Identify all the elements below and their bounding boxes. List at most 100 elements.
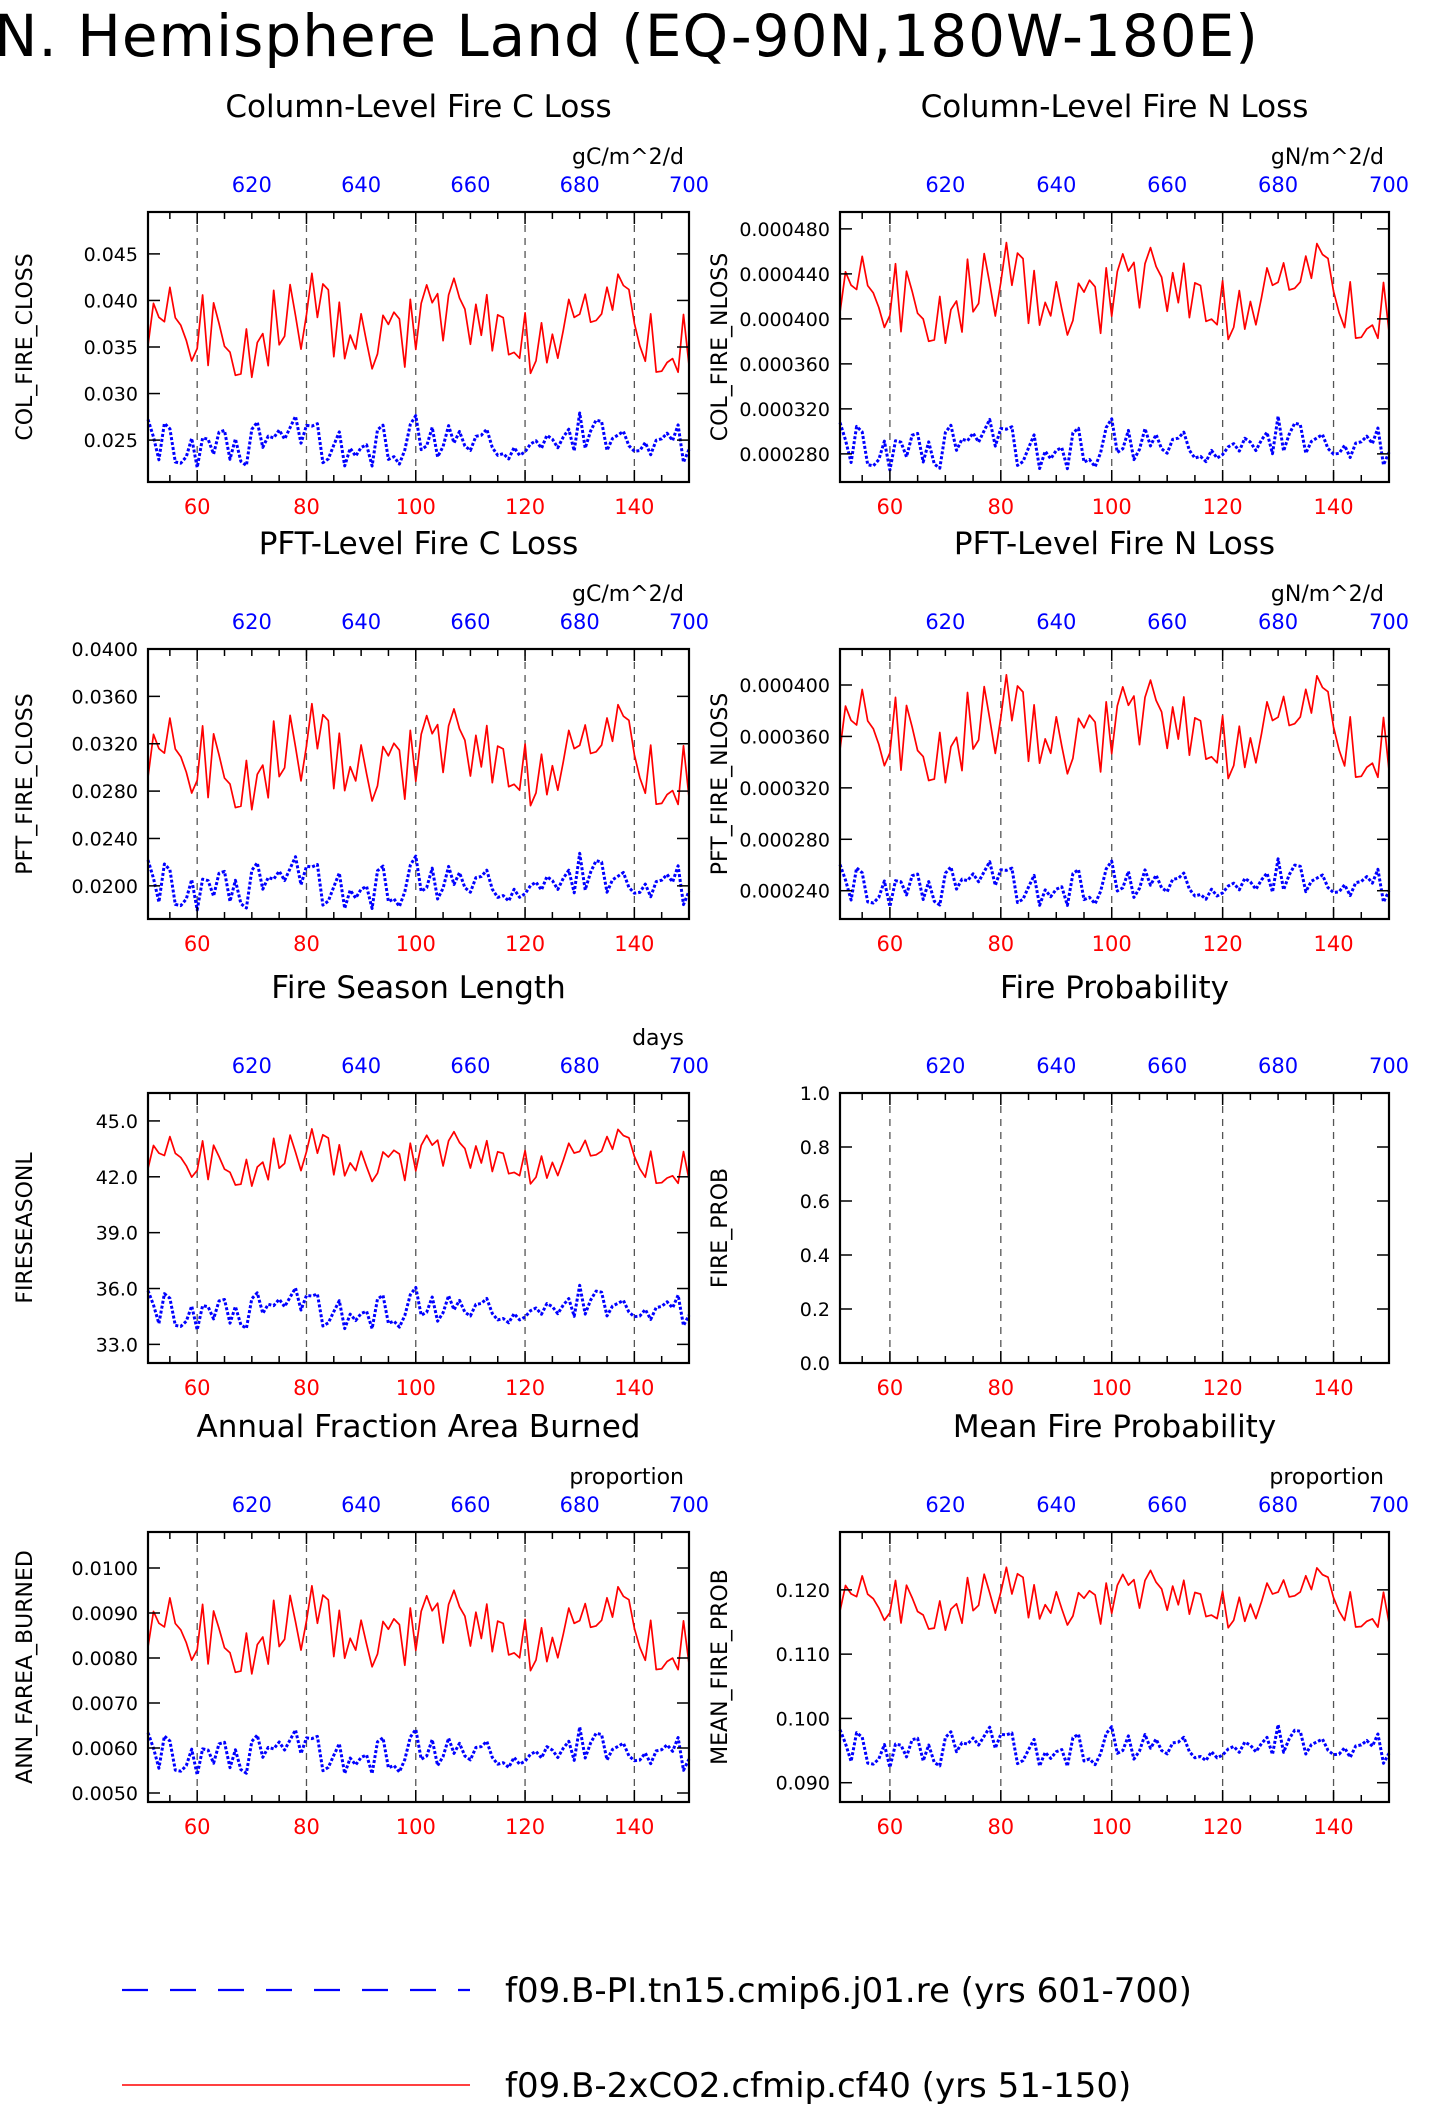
x-tick-label-top: 700 — [1369, 173, 1409, 197]
x-tick-label: 80 — [987, 932, 1014, 956]
x-tick-label-top: 640 — [341, 610, 381, 634]
y-tick-label: 0.6 — [800, 1191, 830, 1213]
y-tick-label: 33.0 — [96, 1334, 138, 1356]
x-tick-label: 120 — [1203, 1815, 1243, 1839]
chart-panel: Fire Season Length days 60 80 100 120 140 620 64… — [13, 970, 709, 1400]
x-tick-label-top: 620 — [925, 173, 965, 197]
y-tick-label: 0.045 — [84, 244, 138, 266]
x-tick-label-top: 680 — [560, 610, 600, 634]
x-tick-label-top: 640 — [341, 173, 381, 197]
x-tick-label-top: 620 — [925, 1054, 965, 1078]
series-line — [838, 857, 1391, 909]
x-tick-label: 140 — [614, 1815, 654, 1839]
x-tick-label: 80 — [293, 1815, 320, 1839]
x-tick-label-top: 680 — [1258, 173, 1298, 197]
x-tick-label-top: 680 — [560, 1054, 600, 1078]
y-axis-label: COL_FIRE_NLOSS — [708, 253, 733, 441]
y-tick-label: 0.000360 — [739, 726, 830, 748]
x-tick-label: 140 — [614, 932, 654, 956]
series-line — [146, 1283, 691, 1332]
units-label: proportion — [569, 1465, 684, 1490]
plot-frame — [838, 647, 1391, 921]
x-tick-label-top: 700 — [669, 610, 709, 634]
units-label: days — [632, 1026, 684, 1051]
plot-frame — [146, 1530, 691, 1804]
x-tick-label-top: 700 — [1369, 1493, 1409, 1517]
chart-title: Annual Fraction Area Burned — [197, 1409, 641, 1445]
y-tick-label: 0.000280 — [739, 829, 830, 851]
y-tick-label: 0.0100 — [72, 1558, 138, 1580]
x-tick-label: 60 — [184, 495, 211, 519]
y-axis-label: PFT_FIRE_NLOSS — [708, 693, 733, 875]
y-tick-label: 0.000400 — [739, 309, 830, 331]
x-tick-label: 100 — [396, 1815, 436, 1839]
x-tick-label-top: 640 — [1036, 1493, 1076, 1517]
x-tick-label: 60 — [877, 932, 904, 956]
x-tick-label-top: 680 — [1258, 1054, 1298, 1078]
chart-title: Mean Fire Probability — [953, 1409, 1276, 1445]
x-tick-label-top: 620 — [232, 1493, 272, 1517]
x-tick-label: 140 — [1313, 932, 1353, 956]
x-tick-label-top: 660 — [450, 1054, 490, 1078]
x-tick-label-top: 700 — [1369, 1054, 1409, 1078]
x-tick-label: 60 — [877, 1376, 904, 1400]
units-label: gN/m^2/d — [1271, 145, 1384, 170]
y-tick-label: 36.0 — [96, 1279, 138, 1301]
y-tick-label: 0.4 — [800, 1245, 830, 1267]
x-tick-label-top: 660 — [1147, 1493, 1187, 1517]
x-tick-label-top: 660 — [1147, 173, 1187, 197]
y-tick-label: 0.0060 — [72, 1738, 138, 1760]
x-tick-label: 60 — [877, 495, 904, 519]
x-tick-label-top: 660 — [1147, 1054, 1187, 1078]
chart-panel: Annual Fraction Area Burned proportion 60 8… — [13, 1409, 709, 1839]
x-tick-label: 100 — [1092, 932, 1132, 956]
y-tick-label: 0.000440 — [739, 264, 830, 286]
series-line — [146, 851, 691, 912]
x-tick-label-top: 640 — [341, 1493, 381, 1517]
x-tick-label: 120 — [1203, 1376, 1243, 1400]
x-tick-label: 100 — [396, 495, 436, 519]
plot-frame — [838, 1091, 1391, 1365]
y-tick-label: 0.0050 — [72, 1783, 138, 1805]
x-tick-label: 140 — [614, 1376, 654, 1400]
series-line — [147, 1128, 690, 1187]
y-tick-label: 0.2 — [800, 1299, 830, 1321]
y-axis-label: ANN_FAREA_BURNED — [13, 1550, 38, 1784]
series-line — [838, 1723, 1391, 1769]
x-tick-label: 140 — [1313, 1376, 1353, 1400]
x-tick-label: 100 — [396, 932, 436, 956]
x-tick-label-top: 640 — [341, 1054, 381, 1078]
x-tick-label-top: 620 — [925, 1493, 965, 1517]
x-tick-label-top: 660 — [1147, 610, 1187, 634]
x-tick-label-top: 680 — [560, 173, 600, 197]
plot-frame — [838, 1530, 1391, 1804]
chart-title: Fire Season Length — [271, 970, 565, 1006]
y-tick-label: 0.0200 — [72, 876, 138, 898]
x-tick-label: 80 — [293, 1376, 320, 1400]
y-tick-label: 0.000280 — [739, 444, 830, 466]
units-label: gC/m^2/d — [572, 582, 684, 607]
x-tick-label-top: 620 — [232, 1054, 272, 1078]
y-tick-label: 0.030 — [84, 384, 138, 406]
y-axis-label: FIRESEASONL — [13, 1152, 38, 1304]
chart-title: PFT-Level Fire N Loss — [954, 526, 1275, 562]
x-tick-label-top: 660 — [450, 173, 490, 197]
y-tick-label: 1.0 — [800, 1083, 830, 1105]
y-axis-label: MEAN_FIRE_PROB — [708, 1569, 733, 1765]
y-tick-label: 42.0 — [96, 1167, 138, 1189]
plot-frame — [838, 210, 1391, 484]
page-title: N. Hemisphere Land (EQ-90N,180W-180E) — [0, 2, 1259, 70]
chart-title: PFT-Level Fire C Loss — [259, 526, 579, 562]
y-tick-label: 0.025 — [84, 430, 138, 452]
y-tick-label: 0.0320 — [72, 734, 138, 756]
y-tick-label: 0.0240 — [72, 828, 138, 850]
x-tick-label: 100 — [396, 1376, 436, 1400]
x-tick-label-top: 700 — [669, 173, 709, 197]
y-tick-label: 0.0360 — [72, 686, 138, 708]
y-tick-label: 0.000480 — [739, 219, 830, 241]
x-tick-label-top: 700 — [669, 1493, 709, 1517]
x-tick-label: 120 — [505, 932, 545, 956]
units-label: gN/m^2/d — [1271, 582, 1384, 607]
x-tick-label-top: 620 — [925, 610, 965, 634]
series-line — [838, 414, 1391, 472]
